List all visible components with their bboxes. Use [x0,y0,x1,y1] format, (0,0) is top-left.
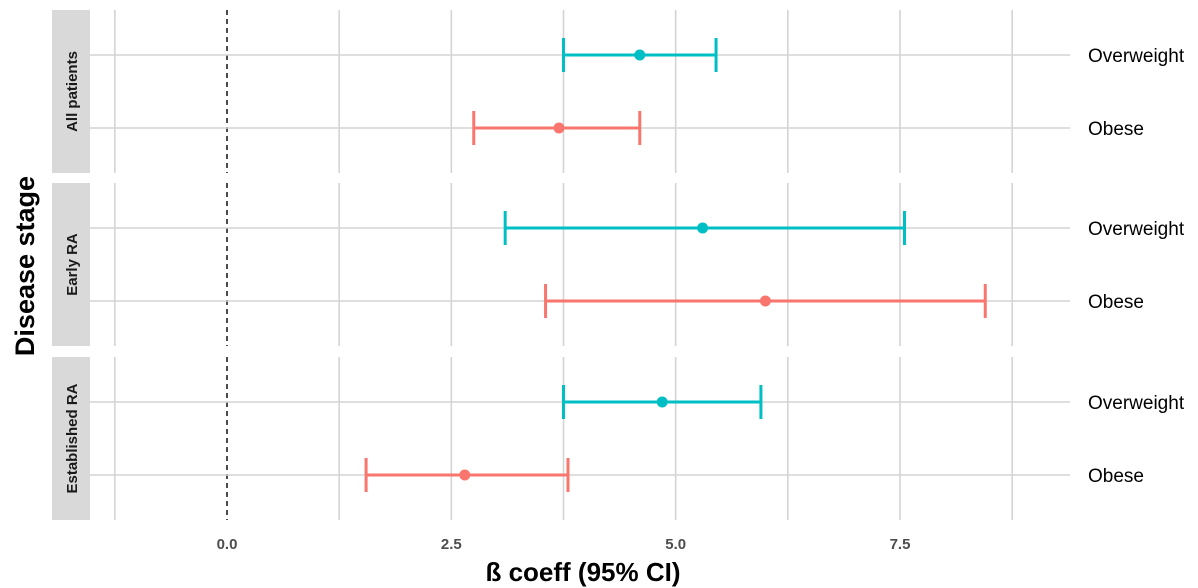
row-label: Overweight [1088,393,1185,414]
x-tick-label: 2.5 [441,536,462,553]
row-label: Obese [1088,466,1144,487]
panel-strip [52,357,90,520]
panel-strip [52,10,90,173]
panel-strip-label: Early RA [64,233,81,296]
estimate-point [697,222,709,234]
y-axis-title: Disease stage [10,176,40,356]
x-axis-title: ß coeff (95% CI) [485,557,680,587]
panel-strip-label: Established RA [64,383,81,493]
estimate-point [459,469,471,481]
panel-strip [52,183,90,346]
panel-1: Early RA Overweight Obese [52,183,1185,346]
x-tick-label: 7.5 [890,536,911,553]
panel-strip-label: All patients [64,51,81,132]
x-tick-label: 0.0 [217,536,238,553]
estimate-point [634,49,646,61]
row-label: Overweight [1088,219,1185,240]
panel-2: Established RA Overweight Obese [52,357,1185,520]
row-label: Obese [1088,292,1144,313]
panel-0: All patients Overweight Obese [52,10,1185,173]
estimate-point [656,396,668,408]
estimate-point [553,122,565,134]
estimate-point [759,295,771,307]
x-tick-label: 5.0 [665,536,686,553]
row-label: Overweight [1088,46,1185,67]
row-label: Obese [1088,119,1144,140]
